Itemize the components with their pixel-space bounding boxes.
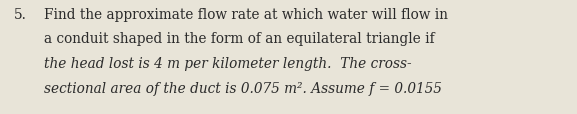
Text: a conduit shaped in the form of an equilateral triangle if: a conduit shaped in the form of an equil…: [44, 32, 434, 46]
Text: 5.: 5.: [14, 8, 27, 22]
Text: Find the approximate flow rate at which water will flow in: Find the approximate flow rate at which …: [44, 8, 448, 22]
Text: sectional area of the duct is 0.075 m². Assume f = 0.0155: sectional area of the duct is 0.075 m². …: [44, 81, 442, 95]
Text: the head lost is 4 m per kilometer length.  The cross-: the head lost is 4 m per kilometer lengt…: [44, 57, 411, 70]
